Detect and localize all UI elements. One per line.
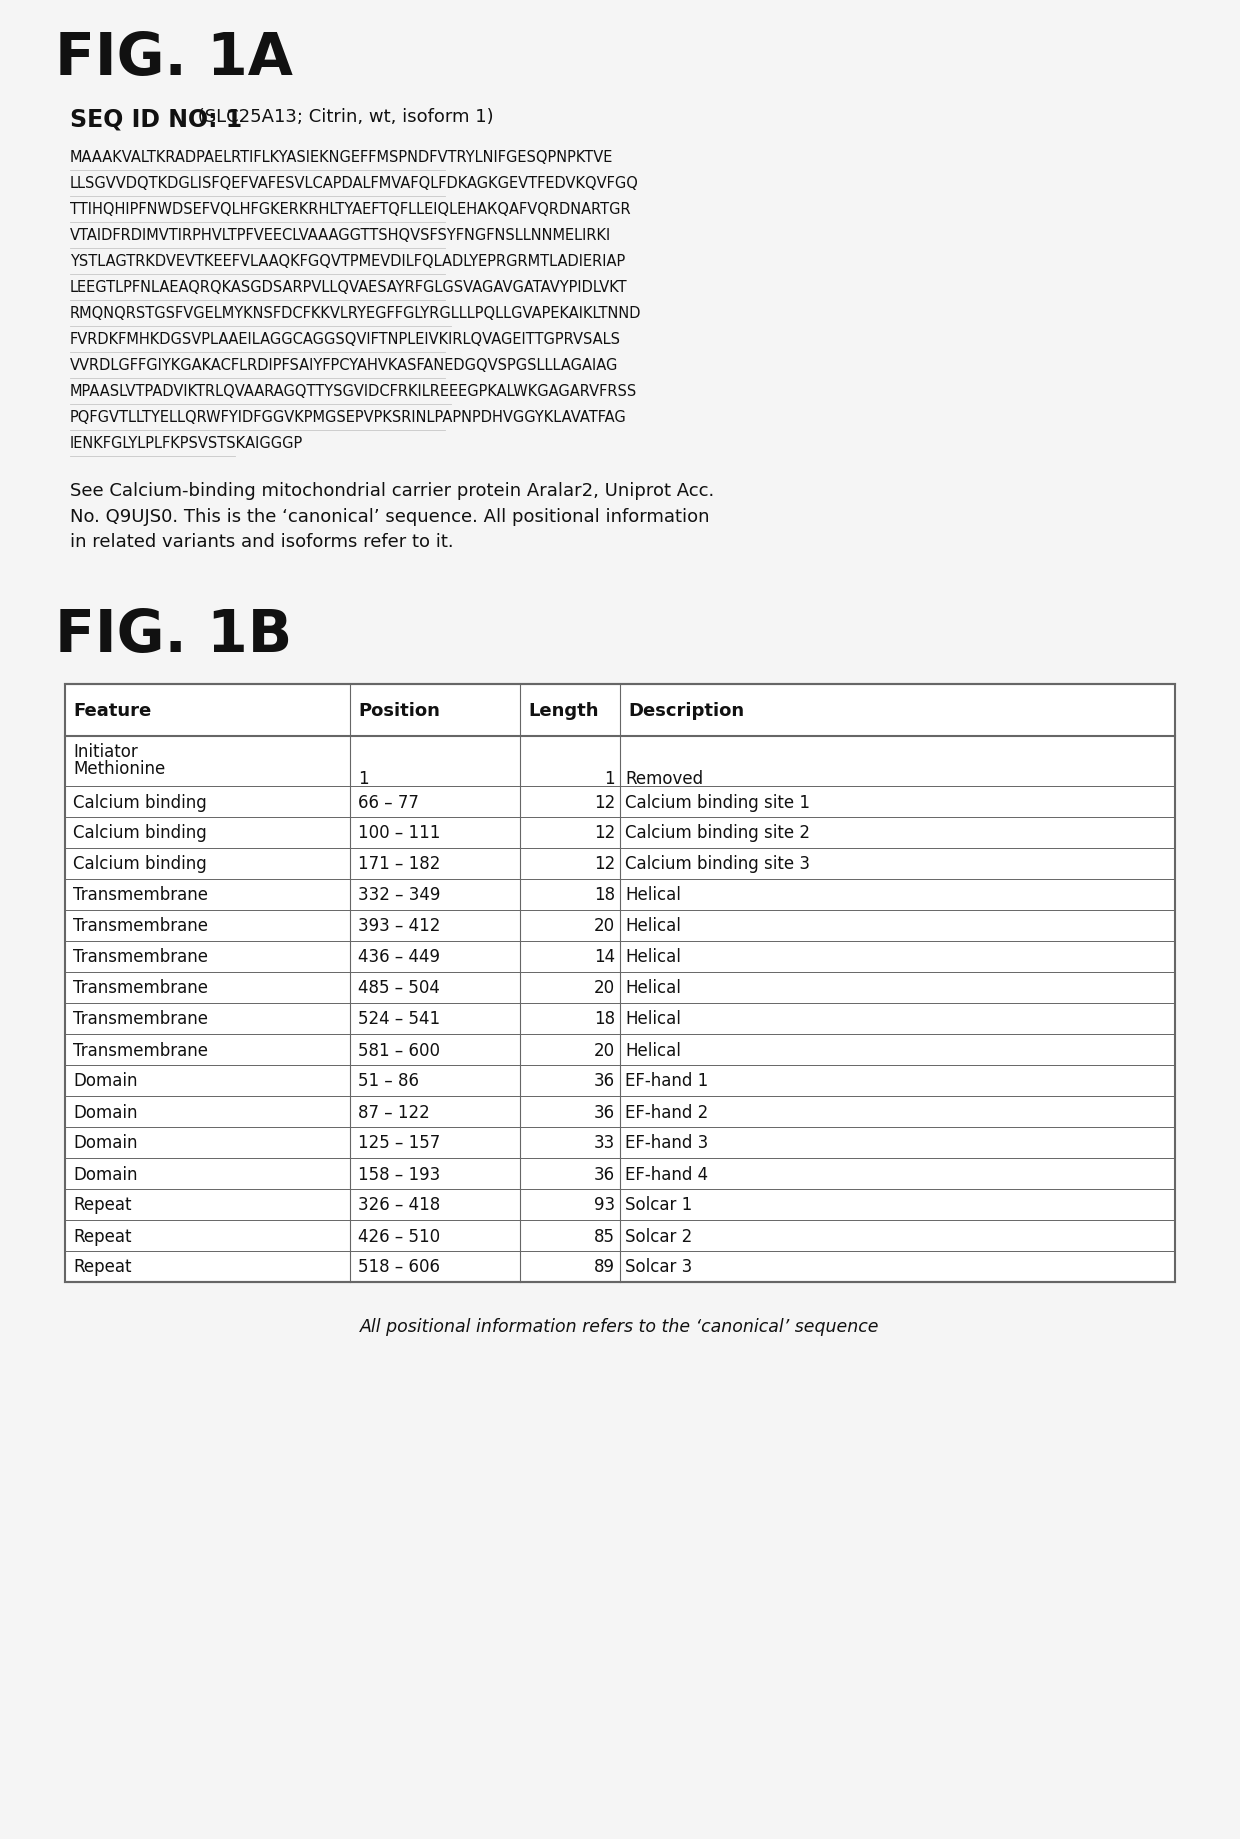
Text: Calcium binding site 3: Calcium binding site 3 bbox=[625, 855, 810, 874]
Text: Calcium binding site 2: Calcium binding site 2 bbox=[625, 824, 810, 842]
Text: 12: 12 bbox=[594, 793, 615, 811]
Text: Repeat: Repeat bbox=[73, 1227, 131, 1245]
Text: TTIHQHIPFNWDSEFVQLHFGKERKRHLTYAEFTQFLLEIQLEHAКQAFVQRDNARTGR: TTIHQHIPFNWDSEFVQLHFGKERKRHLTYAEFTQFLLEI… bbox=[69, 202, 631, 217]
Text: EF-hand 2: EF-hand 2 bbox=[625, 1103, 708, 1122]
Text: 36: 36 bbox=[594, 1103, 615, 1122]
Text: Transmembrane: Transmembrane bbox=[73, 1041, 208, 1059]
Text: IENKFGLYLPLFKPSVSTSKАIGGGP: IENKFGLYLPLFKPSVSTSKАIGGGP bbox=[69, 436, 304, 451]
Text: 1: 1 bbox=[358, 769, 368, 787]
Text: 36: 36 bbox=[594, 1072, 615, 1091]
Text: 485 – 504: 485 – 504 bbox=[358, 978, 440, 997]
Text: Transmembrane: Transmembrane bbox=[73, 978, 208, 997]
Text: VVRDLGFFGIYKGAKACFLRDIPFSAIYFPCYAHVKASFANEDGQVSPGSLLLAGAIAG: VVRDLGFFGIYKGAKACFLRDIPFSAIYFPCYAHVKASFA… bbox=[69, 359, 619, 373]
Text: All positional information refers to the ‘canonical’ sequence: All positional information refers to the… bbox=[361, 1317, 879, 1335]
Text: YSTLAGTRKDVEVTKEEFVLAAQKFGQVTPMEVDILFQLADLYEPRGRMTLADIERIAP: YSTLAGTRKDVEVTKEEFVLAAQKFGQVTPMEVDILFQLA… bbox=[69, 254, 625, 268]
Text: Solcar 3: Solcar 3 bbox=[625, 1258, 692, 1276]
Text: (SLC25A13; Citrin, wt, isoform 1): (SLC25A13; Citrin, wt, isoform 1) bbox=[192, 109, 494, 125]
Text: Transmembrane: Transmembrane bbox=[73, 886, 208, 905]
Text: 436 – 449: 436 – 449 bbox=[358, 947, 440, 965]
Text: 171 – 182: 171 – 182 bbox=[358, 855, 440, 874]
Text: LLSGVVDQTKDGLISFQEFVAFESVLCAPDALFMVAFQLFDKAGKGEVTFEDVKQVFGQ: LLSGVVDQTKDGLISFQEFVAFESVLCAPDALFMVAFQLF… bbox=[69, 177, 639, 191]
Text: 51 – 86: 51 – 86 bbox=[358, 1072, 419, 1091]
Text: EF-hand 1: EF-hand 1 bbox=[625, 1072, 708, 1091]
Text: 426 – 510: 426 – 510 bbox=[358, 1227, 440, 1245]
Text: 20: 20 bbox=[594, 1041, 615, 1059]
Text: Calcium binding site 1: Calcium binding site 1 bbox=[625, 793, 810, 811]
Text: Domain: Domain bbox=[73, 1072, 138, 1091]
Text: 66 – 77: 66 – 77 bbox=[358, 793, 419, 811]
Text: Removed: Removed bbox=[625, 769, 703, 787]
Bar bbox=[64, 684, 1176, 1282]
Text: 93: 93 bbox=[594, 1195, 615, 1214]
Text: 524 – 541: 524 – 541 bbox=[358, 1010, 440, 1028]
Text: LEEGTLPFNLAEAQRQKASGDSARPVLLQVAESAYRFGLGSVAGAVGATAVYPIDLVKT: LEEGTLPFNLAEAQRQKASGDSARPVLLQVAESAYRFGLG… bbox=[69, 280, 627, 294]
Text: 332 – 349: 332 – 349 bbox=[358, 886, 440, 905]
Text: Calcium binding: Calcium binding bbox=[73, 855, 207, 874]
Text: Solcar 2: Solcar 2 bbox=[625, 1227, 692, 1245]
Text: Initiator: Initiator bbox=[73, 743, 138, 761]
Text: 20: 20 bbox=[594, 978, 615, 997]
Text: 518 – 606: 518 – 606 bbox=[358, 1258, 440, 1276]
Text: 87 – 122: 87 – 122 bbox=[358, 1103, 430, 1122]
Text: Calcium binding: Calcium binding bbox=[73, 824, 207, 842]
Text: 33: 33 bbox=[594, 1135, 615, 1151]
Text: 89: 89 bbox=[594, 1258, 615, 1276]
Text: 158 – 193: 158 – 193 bbox=[358, 1164, 440, 1182]
Text: FIG. 1A: FIG. 1A bbox=[55, 29, 293, 86]
Text: VTAIDFRDIMVTIRPHVLTPFVEECLVAAAGGTTSHQVSFSYFNGFNSLLNNMELIRKI: VTAIDFRDIMVTIRPHVLTPFVEECLVAAAGGTTSHQVSF… bbox=[69, 228, 611, 243]
Text: PQFGVTLLTYELLQRWFYIDFGGVKPMGSEPVPKSRINLPAPNPDHVGGYKLAVATFAG: PQFGVTLLTYELLQRWFYIDFGGVKPMGSEPVPKSRINLP… bbox=[69, 410, 626, 425]
Text: MPAASLVTPADVIKTRLQVAARAGQTTYSGVIDCFRKILREEEGPKALWKGAGARVFRSS: MPAASLVTPADVIKTRLQVAARAGQTTYSGVIDCFRKILR… bbox=[69, 384, 637, 399]
Text: Helical: Helical bbox=[625, 1041, 681, 1059]
Text: Methionine: Methionine bbox=[73, 760, 165, 778]
Text: 393 – 412: 393 – 412 bbox=[358, 918, 440, 934]
Text: Solcar 1: Solcar 1 bbox=[625, 1195, 692, 1214]
Bar bbox=[64, 684, 1176, 1282]
Text: Transmembrane: Transmembrane bbox=[73, 918, 208, 934]
Text: Helical: Helical bbox=[625, 1010, 681, 1028]
Text: 18: 18 bbox=[594, 1010, 615, 1028]
Text: Feature: Feature bbox=[73, 702, 151, 719]
Text: 125 – 157: 125 – 157 bbox=[358, 1135, 440, 1151]
Text: See Calcium-binding mitochondrial carrier protein Aralar2, Uniprot Acc.
No. Q9UJ: See Calcium-binding mitochondrial carrie… bbox=[69, 482, 714, 552]
Text: Domain: Domain bbox=[73, 1135, 138, 1151]
Text: EF-hand 3: EF-hand 3 bbox=[625, 1135, 708, 1151]
Text: EF-hand 4: EF-hand 4 bbox=[625, 1164, 708, 1182]
Text: Helical: Helical bbox=[625, 978, 681, 997]
Text: Position: Position bbox=[358, 702, 440, 719]
Text: Helical: Helical bbox=[625, 918, 681, 934]
Text: RMQNQRSTGSFVGELMYKNSFDCFKKVLRYEGFFGLYRGLLLPQLLGVAPEKAIKLTΝND: RMQNQRSTGSFVGELMYKNSFDCFKKVLRYEGFFGLYRGL… bbox=[69, 305, 641, 320]
Text: Repeat: Repeat bbox=[73, 1258, 131, 1276]
Text: 14: 14 bbox=[594, 947, 615, 965]
Text: FIG. 1B: FIG. 1B bbox=[55, 607, 293, 664]
Text: 12: 12 bbox=[594, 824, 615, 842]
Text: 20: 20 bbox=[594, 918, 615, 934]
Text: FVRDKFMHKDGSVPLAАEILAGGCAGGSQVIFTNPLEIVKIRLQVAGEITTGPRVSALS: FVRDKFMHKDGSVPLAАEILAGGCAGGSQVIFTNPLEIVK… bbox=[69, 331, 621, 348]
Text: Transmembrane: Transmembrane bbox=[73, 947, 208, 965]
Text: 12: 12 bbox=[594, 855, 615, 874]
Text: Domain: Domain bbox=[73, 1103, 138, 1122]
Text: 1: 1 bbox=[604, 769, 615, 787]
Text: Domain: Domain bbox=[73, 1164, 138, 1182]
Text: 18: 18 bbox=[594, 886, 615, 905]
Text: Helical: Helical bbox=[625, 886, 681, 905]
Text: Description: Description bbox=[627, 702, 744, 719]
Text: SEQ ID NO: 1: SEQ ID NO: 1 bbox=[69, 109, 242, 132]
Text: Length: Length bbox=[528, 702, 599, 719]
Text: Helical: Helical bbox=[625, 947, 681, 965]
Text: MAAAKVALTKRADPAELRTIFLKYASIEKNGEFFMSPNDFVTRYLNIFGESQPNPKTVE: MAAAKVALTKRADPAELRTIFLKYASIEKNGEFFMSPNDF… bbox=[69, 151, 614, 166]
Text: 36: 36 bbox=[594, 1164, 615, 1182]
Text: 100 – 111: 100 – 111 bbox=[358, 824, 440, 842]
Text: Transmembrane: Transmembrane bbox=[73, 1010, 208, 1028]
Text: 326 – 418: 326 – 418 bbox=[358, 1195, 440, 1214]
Text: Calcium binding: Calcium binding bbox=[73, 793, 207, 811]
Text: 581 – 600: 581 – 600 bbox=[358, 1041, 440, 1059]
Text: Repeat: Repeat bbox=[73, 1195, 131, 1214]
Text: 85: 85 bbox=[594, 1227, 615, 1245]
